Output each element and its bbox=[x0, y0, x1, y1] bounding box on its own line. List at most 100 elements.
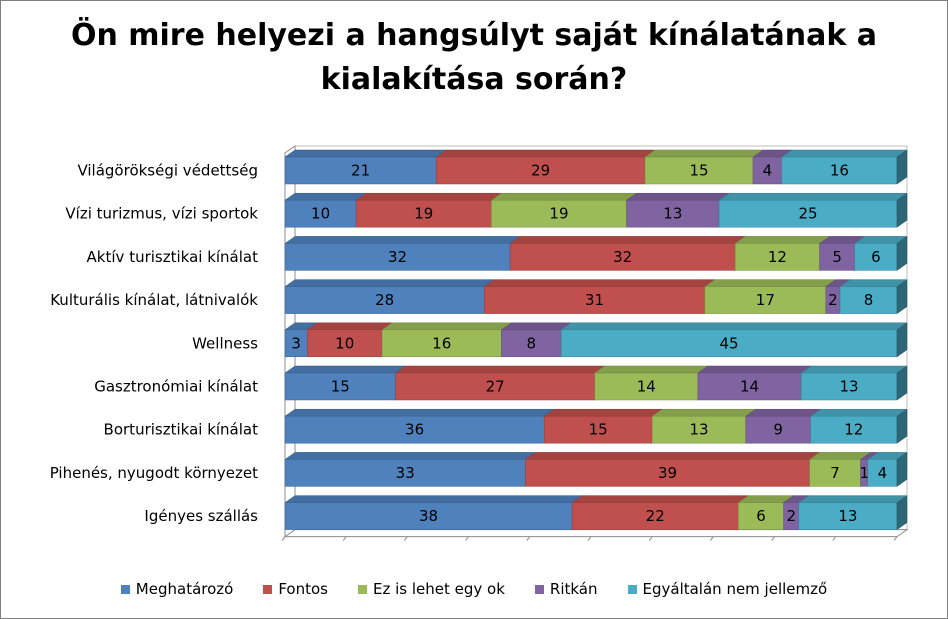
legend-label: Ritkán bbox=[549, 580, 598, 598]
data-label: 13 bbox=[663, 205, 682, 223]
category-label: Gasztronómiai kínálat bbox=[94, 378, 258, 396]
data-label: 6 bbox=[756, 507, 766, 525]
data-label: 7 bbox=[830, 464, 840, 482]
bar-segment-top bbox=[284, 495, 583, 503]
data-label: 25 bbox=[798, 205, 817, 223]
data-label: 14 bbox=[740, 378, 759, 396]
category-label: Vízi turizmus, vízi sportok bbox=[65, 205, 258, 223]
bar-segment bbox=[571, 502, 739, 530]
data-label: 14 bbox=[637, 378, 656, 396]
bar-segment bbox=[738, 502, 784, 530]
bar-end-face bbox=[896, 365, 908, 401]
bar-segment bbox=[284, 156, 437, 185]
bar-segment bbox=[745, 415, 811, 444]
data-label: 32 bbox=[388, 248, 407, 266]
bar-end-face bbox=[896, 451, 908, 487]
data-label: 32 bbox=[613, 248, 632, 266]
bar-segment-top bbox=[718, 192, 908, 201]
data-label: 16 bbox=[432, 334, 451, 352]
legend-item: Egyáltalán nem jellemző bbox=[627, 580, 828, 598]
bar-segment bbox=[704, 286, 827, 314]
bar-segment-top bbox=[524, 452, 821, 460]
bar-segment-top bbox=[435, 149, 656, 158]
legend-label: Egyáltalán nem jellemző bbox=[642, 580, 828, 598]
data-label: 19 bbox=[549, 205, 568, 223]
bar-segment bbox=[501, 329, 562, 358]
x-axis-tick bbox=[526, 536, 531, 541]
x-axis-tick bbox=[281, 536, 286, 541]
x-axis-tick bbox=[465, 536, 470, 541]
data-label: 13 bbox=[689, 421, 708, 439]
bar-segment bbox=[509, 243, 736, 271]
data-label: 38 bbox=[419, 507, 438, 525]
data-label: 39 bbox=[658, 464, 677, 482]
data-label: 6 bbox=[871, 248, 881, 266]
category-label: Világörökségi védettség bbox=[77, 162, 258, 180]
bar-segment-top bbox=[355, 192, 503, 201]
plot-floor bbox=[283, 529, 909, 538]
bar-segment bbox=[697, 372, 802, 401]
data-label: 36 bbox=[405, 421, 424, 439]
legend-label: Ez is lehet egy ok bbox=[372, 580, 505, 598]
legend-item: Ez is lehet egy ok bbox=[357, 580, 505, 598]
data-label: 12 bbox=[844, 421, 863, 439]
data-label: 8 bbox=[864, 291, 874, 309]
x-axis-tick bbox=[832, 536, 837, 541]
data-label: 28 bbox=[375, 291, 394, 309]
bar-segment-top bbox=[734, 236, 831, 244]
data-label: 33 bbox=[396, 464, 415, 482]
x-axis-tick bbox=[771, 536, 775, 541]
bar-segment-top bbox=[284, 279, 496, 287]
data-label: 13 bbox=[840, 378, 859, 396]
category-label: Wellness bbox=[192, 334, 258, 352]
data-label: 27 bbox=[486, 378, 505, 396]
bar-segment-top bbox=[394, 365, 606, 374]
bar-segment bbox=[839, 286, 898, 314]
legend-item: Fontos bbox=[263, 580, 328, 598]
legend-swatch bbox=[357, 584, 367, 594]
data-label: 4 bbox=[763, 162, 773, 180]
data-label: 12 bbox=[768, 248, 787, 266]
bar-segment bbox=[484, 286, 706, 314]
bar-segment bbox=[284, 372, 396, 401]
bar-segment bbox=[594, 372, 699, 401]
bar-segment-top bbox=[797, 495, 908, 503]
bar-segment-top bbox=[284, 236, 521, 244]
data-label: 21 bbox=[351, 162, 370, 180]
bar-segment bbox=[491, 199, 627, 228]
bar-segment-top bbox=[306, 322, 393, 331]
bar-segment bbox=[284, 415, 545, 444]
data-label: 15 bbox=[589, 421, 608, 439]
bar-segment-top bbox=[808, 452, 872, 460]
bar-segment-top bbox=[704, 279, 837, 287]
category-label: Aktív turisztikai kínálat bbox=[87, 248, 259, 266]
bar-segment bbox=[284, 459, 526, 487]
bar-end-face bbox=[896, 235, 908, 271]
bar-segment-top bbox=[284, 192, 367, 201]
bar-segment-top bbox=[593, 365, 709, 374]
bar-segment bbox=[284, 286, 485, 314]
bar-segment bbox=[810, 415, 898, 444]
bar-segment bbox=[819, 243, 856, 271]
legend-label: Fontos bbox=[278, 580, 328, 598]
data-label: 19 bbox=[414, 205, 433, 223]
chart-title: Ön mire helyezi a hangsúlyt saját kínála… bbox=[70, 18, 878, 97]
legend-label: Meghatározó bbox=[135, 580, 234, 598]
x-axis-tick bbox=[710, 536, 714, 541]
data-label: 15 bbox=[331, 378, 350, 396]
bar-segment bbox=[355, 199, 492, 228]
bar-segment-top bbox=[809, 408, 908, 417]
bar-segment-top bbox=[284, 408, 555, 417]
bar-segment-top bbox=[284, 452, 537, 460]
bar-segment bbox=[798, 502, 898, 530]
data-label: 45 bbox=[720, 334, 739, 352]
legend-item: Meghatározó bbox=[120, 580, 234, 598]
bar-segment bbox=[560, 329, 898, 358]
bar-segment-top bbox=[800, 365, 908, 374]
category-label: Borturisztikai kínálat bbox=[104, 421, 259, 439]
data-label: 2 bbox=[828, 291, 838, 309]
legend-item: Ritkán bbox=[534, 580, 598, 598]
category-label: Pihenés, nyugodt környezet bbox=[50, 464, 258, 482]
category-label: Igényes szállás bbox=[144, 507, 258, 525]
